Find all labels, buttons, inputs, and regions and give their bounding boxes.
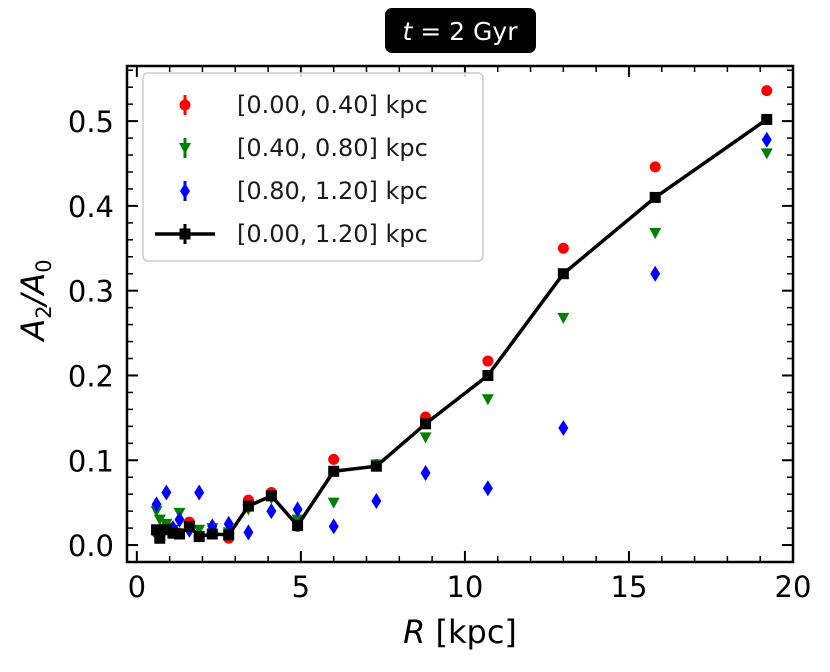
data-point [649,191,661,203]
legend-label-3: [0.00, 1.20] kpc [237,220,428,248]
data-point [292,501,303,518]
legend-label-2: [0.80, 1.20] kpc [237,177,428,205]
y-tick-label: 0.2 [68,359,114,393]
x-tick-label: 0 [128,570,146,604]
data-point [649,228,662,240]
legend-label-0: [0.00, 0.40] kpc [237,91,428,119]
y-tick-labels: 0.0 0.1 0.2 0.3 0.4 0.5 [68,105,114,563]
y-axis-main: A [14,319,52,343]
data-point [153,514,166,526]
y-axis-sub1: 2 [32,305,56,318]
data-point [161,484,172,501]
axis-ticks [127,66,794,563]
data-point [760,148,773,160]
data-point [557,268,569,280]
data-point [481,394,494,406]
data-point [482,355,494,367]
chart-title: t = 2 Gyr [403,17,519,46]
data-point [557,242,569,254]
data-point [266,503,277,520]
data-point [761,113,773,125]
data-point [557,312,570,324]
legend-marker-3 [179,228,191,240]
data-point [419,432,432,444]
data-point [328,453,340,465]
data-point [292,520,304,532]
data-point [482,480,493,497]
data-point [649,161,661,173]
x-tick-label: 10 [446,570,483,604]
data-point [183,520,195,532]
x-axis-var: R [403,613,425,651]
chart-title-var: t [403,17,414,46]
legend: [0.00, 0.40] kpc [0.40, 0.80] kpc [0.80,… [142,72,484,262]
data-point [327,497,340,509]
data-point [242,500,254,512]
x-axis-title: R [kpc] [403,613,517,651]
data-point [173,528,185,540]
data-point [650,265,661,282]
data-point [223,515,234,532]
legend-label-1: [0.40, 0.80] kpc [237,134,428,162]
data-point [174,511,185,528]
x-tick-labels: 0 5 10 15 20 [128,570,812,604]
data-point [160,524,172,536]
data-point [761,131,772,148]
plot-frame [125,64,795,564]
data-point [328,465,340,477]
legend-marker-1 [179,143,191,154]
legend-box [142,72,484,262]
data-point [223,529,235,541]
data-point [482,369,494,381]
data-point [265,490,277,502]
data-point [151,524,163,536]
data-point [193,531,205,543]
data-point [154,532,166,544]
series-2 [151,131,772,543]
data-point [761,85,773,97]
data-point [206,528,218,540]
legend-marker-2 [180,183,190,199]
chart-title-rest: = 2 Gyr [412,17,518,46]
data-point [328,518,339,535]
y-axis-title: A2/A0 [14,259,56,342]
data-point [194,484,205,501]
y-tick-label: 0.0 [68,529,114,563]
y-tick-label: 0.5 [68,105,114,139]
y-axis-slash: /A [14,273,52,309]
y-tick-label: 0.1 [68,444,114,478]
y-axis-sub2: 0 [32,259,56,272]
y-tick-label: 0.3 [68,275,114,309]
data-point [193,524,206,536]
data-series [150,85,773,544]
data-point [243,524,254,541]
series-3 [151,113,773,544]
data-point [167,527,179,539]
data-point [420,418,432,430]
x-tick-label: 5 [292,570,310,604]
x-axis-unit: [kpc] [425,613,517,651]
data-point [420,464,431,481]
x-tick-label: 20 [775,570,812,604]
title-badge [385,8,536,53]
legend-marker-0 [179,99,191,111]
y-tick-label: 0.4 [68,190,114,224]
data-point [371,492,382,509]
x-tick-label: 15 [611,570,648,604]
data-point [151,496,162,513]
data-point [558,420,569,437]
data-point [370,460,382,472]
